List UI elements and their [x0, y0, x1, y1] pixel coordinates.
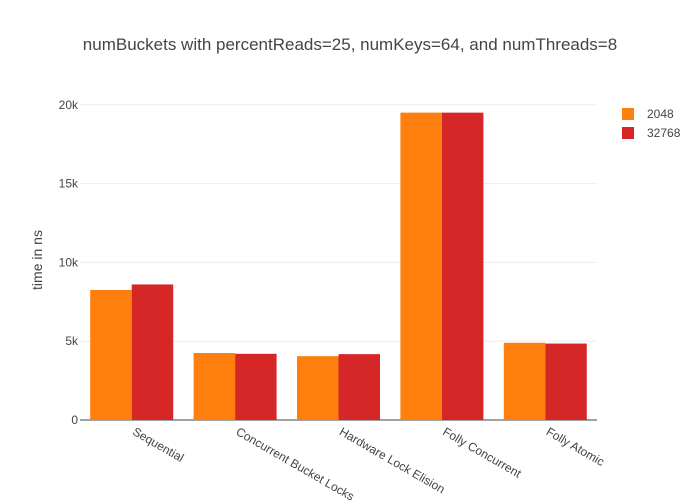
bar-32768-2[interactable] [338, 354, 381, 420]
y-tick-label: 5k [65, 334, 79, 348]
bar-2048-1[interactable] [193, 353, 236, 420]
bar-2048-0[interactable] [90, 289, 132, 420]
legend-item-2048[interactable]: 2048 [622, 107, 674, 121]
legend-item-32768[interactable]: 32768 [622, 126, 681, 140]
legend-label: 2048 [647, 107, 674, 121]
bar-2048-2[interactable] [297, 356, 339, 420]
y-tick-label: 20k [59, 98, 79, 112]
bar-32768-4[interactable] [545, 343, 587, 420]
bar-32768-0[interactable] [131, 284, 174, 420]
chart-title: numBuckets with percentReads=25, numKeys… [83, 35, 617, 54]
y-tick-label: 0 [71, 413, 78, 427]
y-tick-label: 15k [59, 177, 79, 191]
bars [90, 112, 587, 420]
bar-2048-4[interactable] [503, 342, 546, 420]
bar-32768-1[interactable] [235, 353, 277, 420]
bar-32768-3[interactable] [441, 112, 484, 420]
legend-swatch [622, 127, 634, 139]
bar-2048-3[interactable] [400, 112, 442, 420]
legend-label: 32768 [647, 126, 681, 140]
y-tick-label: 10k [59, 255, 79, 269]
y-axis-ticks: 0 5k 10k 15k 20k [59, 98, 79, 427]
legend-swatch [622, 108, 634, 120]
legend[interactable]: 2048 32768 [622, 107, 681, 140]
y-axis-title: time in ns [29, 230, 45, 290]
